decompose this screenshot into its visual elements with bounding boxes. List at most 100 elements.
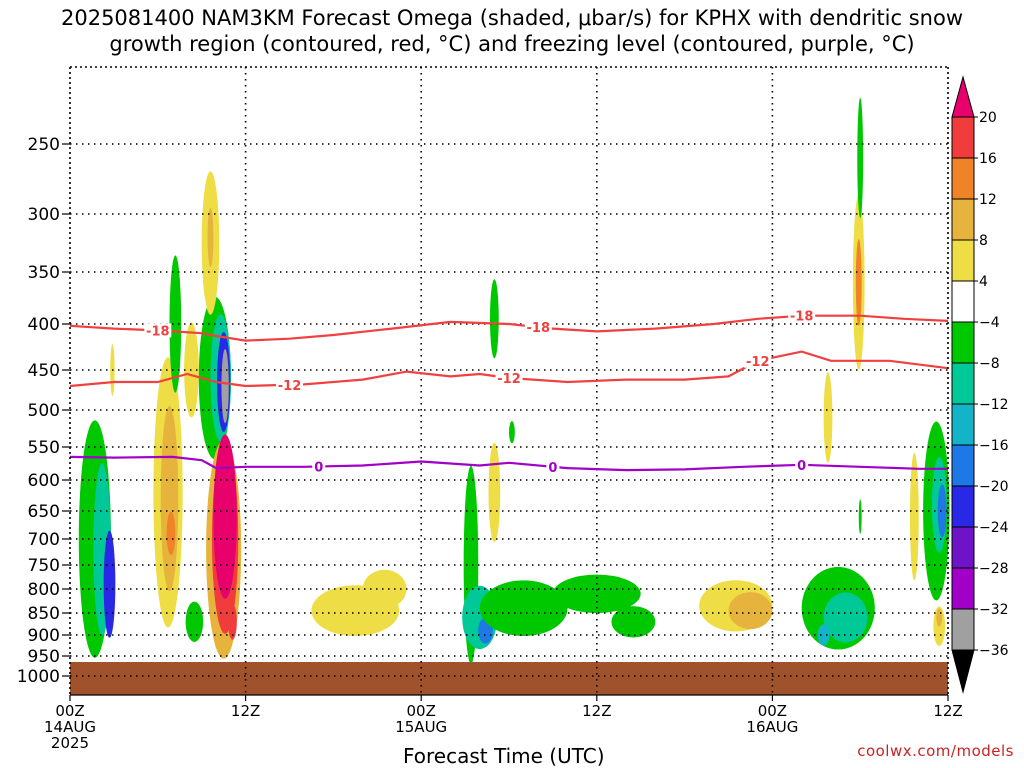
- contour-line: [69, 350, 949, 388]
- y-tick-label: 400: [28, 315, 60, 335]
- temperature-contours: -18 -18 -18 -12 -12 -12 0 0 0: [69, 308, 949, 476]
- contour-label: -12: [497, 372, 521, 387]
- y-axis: 2503003504004505005506006507007508008509…: [17, 135, 70, 687]
- colorbar-label: −28: [979, 561, 1009, 577]
- colorbar-segment: [951, 485, 975, 528]
- y-tick-label: 800: [28, 580, 60, 600]
- omega-region: [855, 239, 862, 326]
- omega-region: [823, 592, 868, 643]
- y-tick-label: 350: [28, 263, 60, 283]
- omega-region: [228, 603, 237, 640]
- chart-title-line-2: growth region (contoured, red, °C) and f…: [109, 32, 915, 56]
- omega-region: [207, 207, 214, 267]
- colorbar-label: −4: [979, 315, 1000, 331]
- colorbar-label: −16: [979, 438, 1009, 454]
- colorbar-label: −36: [979, 643, 1009, 659]
- colorbar-segment: [951, 239, 975, 282]
- omega-region: [185, 601, 204, 642]
- colorbar-label: −12: [979, 397, 1009, 413]
- surface-terrain: [70, 662, 948, 695]
- colorbar-segment: [951, 198, 975, 241]
- y-tick-label: 300: [28, 205, 60, 225]
- omega-region: [103, 530, 116, 638]
- colorbar-bottom-arrow: [951, 649, 975, 694]
- omega-region: [160, 405, 179, 592]
- contour-line: [69, 455, 948, 472]
- colorbar-label: 20: [979, 110, 997, 126]
- colorbar-label: 4: [979, 274, 988, 290]
- x-tick-label: 00Z: [55, 702, 84, 720]
- y-tick-label: 600: [28, 471, 60, 491]
- contour-label-bg: [744, 353, 772, 368]
- y-tick-label: 900: [28, 626, 60, 646]
- contour-label-bg: [276, 377, 303, 392]
- contour-label-bg: [795, 457, 809, 472]
- omega-region: [169, 255, 182, 393]
- colorbar-segment: [951, 444, 975, 487]
- omega-region: [213, 434, 237, 599]
- colorbar-segment: [951, 280, 975, 323]
- contour-label-bg: [524, 320, 552, 335]
- colorbar-top-arrow: [951, 75, 975, 118]
- omega-region: [909, 452, 919, 581]
- contour-label: -12: [278, 379, 302, 394]
- colorbar-segment: [951, 362, 975, 405]
- omega-region: [858, 499, 862, 534]
- y-tick-label: 1000: [17, 667, 60, 687]
- colorbar-segment: [951, 157, 975, 200]
- y-tick-label: 750: [28, 556, 60, 576]
- watermark-text: coolwx.com/models: [857, 742, 1014, 760]
- colorbar-segment: [951, 608, 975, 651]
- omega-region: [611, 606, 656, 638]
- contour-label: 0: [548, 461, 557, 476]
- y-tick-label: 450: [28, 361, 60, 381]
- x-tick-label: 00Z: [407, 702, 436, 720]
- grid-lines: [70, 67, 948, 695]
- contour-label: -12: [746, 355, 770, 370]
- omega-region: [488, 442, 501, 543]
- omega-region: [552, 574, 641, 613]
- contour-label-bg: [546, 459, 560, 474]
- omega-shading-layer: [78, 97, 950, 665]
- x-tick-label: 2025: [51, 734, 89, 752]
- x-tick-label: 12Z: [933, 702, 962, 720]
- omega-region: [936, 608, 943, 627]
- x-tick-label: 00Z: [758, 702, 787, 720]
- chart-title-line-1: 2025081400 NAM3KM Forecast Omega (shaded…: [60, 6, 964, 30]
- omega-region: [479, 580, 568, 636]
- plot-frame: [69, 66, 949, 696]
- contour-label: 0: [314, 460, 323, 475]
- colorbar-label: 16: [979, 151, 997, 167]
- colorbar-label: −24: [979, 520, 1009, 536]
- contour-label-bg: [788, 308, 816, 323]
- omega-colorbar: 20 16 12 8 4 −4 −8 −12 −16 −20 −24 −28 −32 −36: [951, 75, 1009, 694]
- x-tick-label: 12Z: [582, 702, 611, 720]
- y-tick-label: 550: [28, 438, 60, 458]
- x-tick-label: 15AUG: [395, 718, 447, 736]
- colorbar-segment: [951, 526, 975, 569]
- colorbar-label: −20: [979, 479, 1009, 495]
- x-tick-label: 14AUG: [44, 718, 96, 736]
- y-tick-label: 500: [28, 401, 60, 421]
- colorbar-segment: [951, 321, 975, 364]
- colorbar-segment: [951, 403, 975, 446]
- contour-label-bg: [495, 371, 523, 385]
- x-axis-label: Forecast Time (UTC): [403, 744, 605, 768]
- x-tick-label: 16AUG: [746, 718, 798, 736]
- y-tick-label: 250: [28, 135, 60, 155]
- omega-region: [728, 592, 773, 630]
- colorbar-segment: [951, 116, 975, 159]
- colorbar-segment: [951, 567, 975, 610]
- contour-label: 0: [797, 459, 806, 474]
- colorbar-label: −32: [979, 602, 1009, 618]
- y-tick-label: 950: [28, 647, 60, 667]
- y-tick-label: 850: [28, 604, 60, 624]
- omega-region: [489, 279, 499, 359]
- omega-region: [166, 511, 176, 556]
- contour-label: -18: [527, 321, 551, 336]
- omega-region: [362, 569, 407, 609]
- y-tick-label: 650: [28, 502, 60, 522]
- colorbar-label: 8: [979, 233, 988, 249]
